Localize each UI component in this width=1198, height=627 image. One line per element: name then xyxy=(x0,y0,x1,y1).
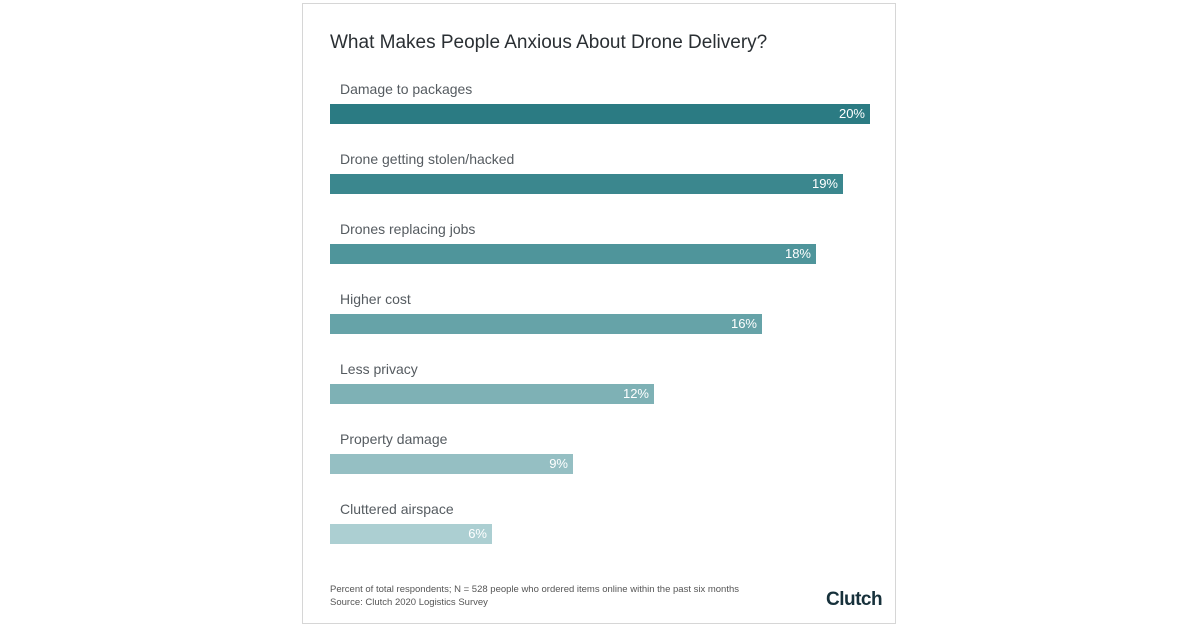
bar-label: Cluttered airspace xyxy=(340,501,454,517)
bar-label: Damage to packages xyxy=(340,81,473,97)
bar-value-label: 18% xyxy=(784,246,811,261)
bar-label: Drones replacing jobs xyxy=(340,221,476,237)
bar-label: Less privacy xyxy=(340,361,418,377)
chart-title: What Makes People Anxious About Drone De… xyxy=(330,32,768,53)
bar-value-label: 19% xyxy=(811,176,838,191)
bar xyxy=(330,174,843,194)
chart-frame xyxy=(302,3,896,624)
bar-value-label: 6% xyxy=(468,526,487,541)
bar xyxy=(330,314,762,334)
footnote: Percent of total respondents; N = 528 pe… xyxy=(330,584,740,595)
clutch-logo: Clutch xyxy=(826,589,883,610)
bar xyxy=(330,524,492,544)
source-note: Source: Clutch 2020 Logistics Survey xyxy=(330,597,488,608)
bar-value-label: 12% xyxy=(622,386,649,401)
bar-label: Higher cost xyxy=(340,291,411,307)
bar-value-label: 9% xyxy=(549,456,568,471)
bar-value-label: 20% xyxy=(838,106,865,121)
bar-value-label: 16% xyxy=(730,316,757,331)
bar xyxy=(330,454,573,474)
bar-label: Drone getting stolen/hacked xyxy=(340,151,515,167)
bar xyxy=(330,384,654,404)
bar-label: Property damage xyxy=(340,431,448,447)
bar xyxy=(330,244,816,264)
bar xyxy=(330,104,870,124)
